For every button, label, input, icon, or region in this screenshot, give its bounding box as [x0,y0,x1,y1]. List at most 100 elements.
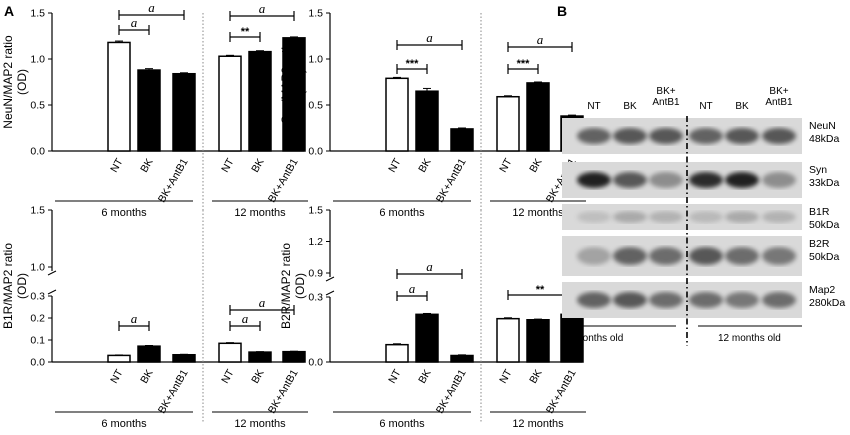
blot-band [762,128,796,144]
blot-band [689,292,723,308]
y-axis-label: B2R/MAP2 ratio [279,243,293,329]
band-name: Map2 [809,284,835,296]
significance-label: a [259,295,266,310]
y-tick-label: 0.3 [30,291,45,303]
blot-band [725,292,759,308]
panel-label-a: A [4,3,14,19]
significance-label: *** [406,58,420,70]
significance-label: a [259,1,266,16]
axis-break-mark [47,289,57,295]
lane-label-line: BK+ [769,86,788,97]
blot-band [689,172,723,188]
group-label: 12 months [512,207,564,219]
category-label: BK [138,157,155,175]
y-axis-unit: (OD) [15,273,29,299]
lane-label-line: AntB1 [765,97,793,108]
bar [496,95,520,152]
blot-band [725,247,759,265]
lane-label: BK [623,101,637,112]
band-name: Syn [809,164,827,176]
category-label: NT [386,367,404,386]
blot-group-label: 6 months old [566,333,623,344]
category-label: BK [249,368,266,386]
y-tick-label: 1.0 [308,54,323,66]
y-tick-label: 0.2 [30,313,45,325]
significance-label: ** [241,26,250,38]
blot-band [689,128,723,144]
blot-band [762,292,796,308]
blot-band [613,292,647,308]
category-label: BK+AntB1 [266,367,301,415]
band-size: 280kDa [809,297,845,309]
y-axis-unit: (OD) [293,273,307,299]
group-label: 6 months [101,418,147,430]
blot-band [577,292,611,308]
band-size: 50kDa [809,219,840,231]
significance-label: a [131,15,138,30]
band-name: B1R [809,206,830,218]
bar [450,128,474,152]
y-tick-label: 0.1 [30,335,45,347]
y-tick-label: 1.5 [308,8,323,20]
blot-band [725,172,759,188]
bar [450,354,474,363]
bar [248,50,272,152]
lane-label-line: BK+ [656,86,675,97]
blot-band [577,211,611,223]
blot-band [689,247,723,265]
y-axis-label: B1R/MAP2 ratio [1,243,15,329]
bar [172,353,196,363]
blot-band [577,128,611,144]
band-name: B2R [809,238,830,250]
blot-band [577,247,611,265]
axis-break-mark [47,270,57,276]
blot-group-label: 12 months old [718,333,781,344]
category-label: NT [497,367,515,386]
blot-band [762,172,796,188]
lane-label: NT [587,101,600,112]
bar [218,55,242,152]
bar [385,343,409,363]
group-label: 12 months [234,418,286,430]
category-label: BK+AntB1 [156,367,191,415]
lane-label-line: AntB1 [652,97,680,108]
y-tick-label: 0.0 [30,357,45,369]
category-label: NT [108,156,126,175]
significance-label: a [148,0,155,15]
y-tick-label: 0.0 [308,146,323,158]
blot-band [725,128,759,144]
y-tick-label: 1.5 [308,205,323,217]
category-label: BK+AntB1 [266,156,301,204]
bar [526,319,550,363]
category-label: BK+AntB1 [156,156,191,204]
significance-label: ** [536,284,545,296]
band-size: 33kDa [809,177,840,189]
lane-label-line: NT [587,101,600,112]
y-tick-label: 1.2 [308,236,323,248]
y-tick-label: 0.3 [308,292,323,304]
blot-band [613,211,647,223]
category-label: BK [138,368,155,386]
group-label: 6 months [101,207,147,219]
bar [107,354,131,363]
category-label: BK [249,157,266,175]
significance-label: a [242,311,249,326]
category-label: BK+AntB1 [434,367,469,415]
lane-label-line: NT [699,101,712,112]
y-axis-label: Syn/MAP2 ratio [279,40,293,124]
bar [282,350,306,363]
significance-label: a [409,281,416,296]
band-size: 50kDa [809,251,840,263]
lane-label: NT [699,101,712,112]
lane-label-line: BK [735,101,749,112]
lane-label: BK+ AntB1 [652,86,680,108]
blot-band [613,128,647,144]
group-label: 12 months [512,418,564,430]
bar [248,351,272,363]
group-label: 6 months [379,207,425,219]
